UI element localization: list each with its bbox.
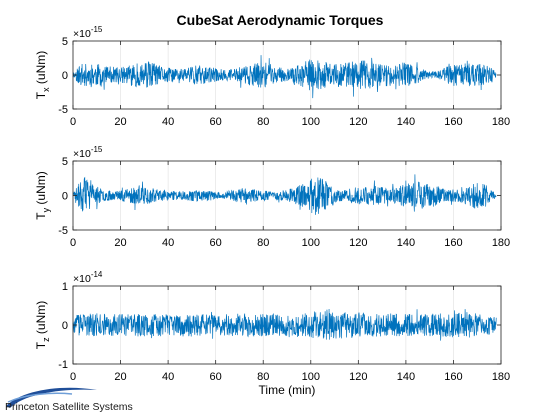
y-exponent-power: -14: [91, 270, 103, 279]
y-axis-label: Tz (uNm): [34, 301, 51, 350]
y-exponent-label: ×10-14: [73, 270, 103, 285]
x-tick-label: 140: [397, 371, 415, 383]
y-axis-label-sub: x: [41, 87, 51, 92]
x-tick-label: 60: [210, 237, 222, 249]
chart-title: CubeSat Aerodynamic Torques: [176, 12, 384, 28]
y-axis-label-sub: z: [41, 337, 51, 342]
y-axis-label-sub: y: [41, 207, 51, 212]
x-tick-label: 20: [114, 237, 126, 249]
y-tick-label: -1: [58, 359, 68, 371]
x-tick-label: 20: [114, 116, 126, 128]
y-tick-label: -5: [58, 104, 68, 116]
x-tick-label: 80: [257, 371, 269, 383]
y-exponent-label: ×10-15: [73, 145, 103, 160]
x-tick-label: 100: [302, 371, 320, 383]
y-exponent-power: -15: [91, 145, 103, 154]
logo-swoosh-icon: [6, 387, 97, 408]
x-tick-label: 160: [444, 371, 462, 383]
y-axis-label-main: T: [34, 341, 48, 349]
x-tick-label: 180: [492, 237, 510, 249]
x-tick-label: 120: [349, 371, 367, 383]
y-axis-label-main: T: [34, 91, 48, 99]
x-tick-label: 160: [444, 116, 462, 128]
y-exponent-base: ×10: [73, 148, 91, 160]
y-tick-label: -5: [58, 225, 68, 237]
x-tick-label: 0: [70, 371, 76, 383]
x-tick-label: 0: [70, 116, 76, 128]
x-tick-label: 140: [397, 116, 415, 128]
y-exponent-power: -15: [91, 25, 103, 34]
x-tick-label: 40: [162, 116, 174, 128]
x-tick-label: 120: [349, 116, 367, 128]
y-tick-label: 0: [62, 320, 68, 332]
x-axis-label: Time (min): [259, 383, 316, 397]
x-tick-label: 0: [70, 237, 76, 249]
y-axis-label: Ty (uNm): [34, 171, 51, 220]
data-line-x: [72, 55, 497, 99]
x-tick-label: 60: [210, 116, 222, 128]
y-exponent-label: ×10-15: [73, 25, 103, 40]
y-exponent-base: ×10: [73, 28, 91, 40]
x-tick-label: 80: [257, 116, 269, 128]
x-tick-label: 100: [302, 237, 320, 249]
x-tick-label: 160: [444, 237, 462, 249]
x-tick-label: 40: [162, 371, 174, 383]
logo-text: Princeton Satellite Systems: [5, 401, 133, 413]
y-axis-label-unit: (uNm): [34, 51, 48, 88]
y-axis-label: Tx (uNm): [34, 51, 51, 100]
x-tick-label: 60: [210, 371, 222, 383]
y-axis-label-unit: (uNm): [34, 171, 48, 208]
y-axis-label-main: T: [34, 212, 48, 220]
y-tick-label: 0: [62, 70, 68, 82]
y-exponent-base: ×10: [73, 273, 91, 285]
y-axis-label-unit: (uNm): [34, 301, 48, 338]
y-tick-label: 5: [62, 156, 68, 168]
x-tick-label: 180: [492, 371, 510, 383]
x-tick-label: 100: [302, 116, 320, 128]
data-line-y: [72, 174, 497, 215]
x-tick-label: 20: [114, 371, 126, 383]
y-tick-label: 5: [62, 36, 68, 48]
x-tick-label: 120: [349, 237, 367, 249]
x-tick-label: 40: [162, 237, 174, 249]
x-tick-label: 180: [492, 116, 510, 128]
y-tick-label: 1: [62, 281, 68, 293]
data-line-z: [72, 308, 497, 341]
x-tick-label: 140: [397, 237, 415, 249]
y-tick-label: 0: [62, 191, 68, 203]
x-tick-label: 80: [257, 237, 269, 249]
